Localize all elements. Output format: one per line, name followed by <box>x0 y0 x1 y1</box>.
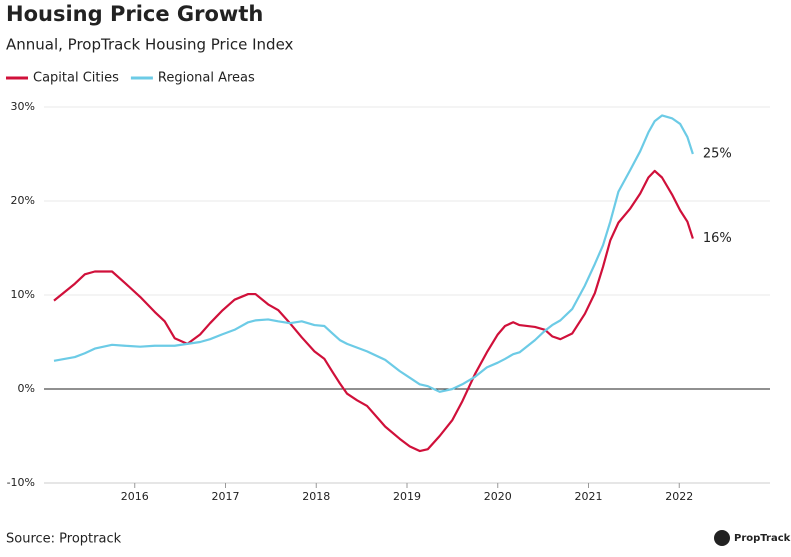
x-tick-label: 2020 <box>484 490 512 503</box>
y-tick-label: -10% <box>7 476 35 489</box>
value-label: 16% <box>703 231 732 246</box>
legend-label: Regional Areas <box>158 71 255 86</box>
source: Source: Proptrack <box>6 532 122 547</box>
x-tick-label: 2022 <box>665 490 693 503</box>
y-tick-label: 30% <box>11 100 35 113</box>
chart-title: Housing Price Growth <box>6 2 263 26</box>
x-tick-label: 2019 <box>393 490 421 503</box>
y-tick-label: 10% <box>11 288 35 301</box>
legend-label: Capital Cities <box>33 71 119 86</box>
value-label: 25% <box>703 147 732 162</box>
x-tick-label: 2017 <box>212 490 240 503</box>
y-tick-label: 0% <box>18 382 35 395</box>
brand: PropTrack <box>734 533 791 544</box>
x-tick-label: 2018 <box>302 490 330 503</box>
y-tick-label: 20% <box>11 194 35 207</box>
series-line <box>53 114 694 393</box>
x-tick-label: 2016 <box>121 490 149 503</box>
chart-subtitle: Annual, PropTrack Housing Price Index <box>6 36 294 54</box>
brand-logo <box>714 530 730 546</box>
x-tick-label: 2021 <box>575 490 603 503</box>
series-line <box>53 169 694 453</box>
